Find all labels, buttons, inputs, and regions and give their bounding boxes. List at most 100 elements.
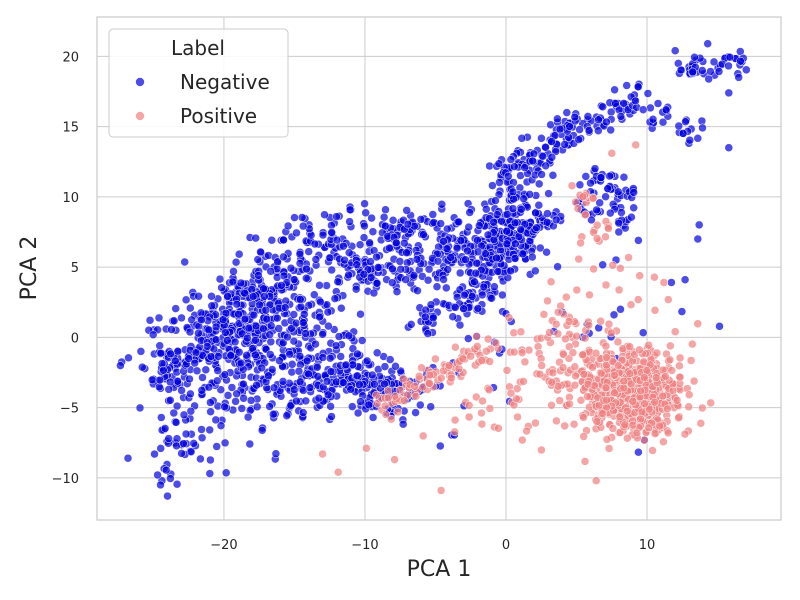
- point-positive: [450, 427, 459, 437]
- point-negative: [311, 255, 321, 264]
- point-negative: [314, 393, 324, 403]
- point-positive: [675, 372, 685, 382]
- point-positive: [674, 413, 683, 423]
- point-negative: [323, 307, 333, 317]
- point-negative: [330, 294, 340, 303]
- point-positive: [601, 280, 611, 290]
- point-negative: [629, 188, 638, 197]
- point-negative: [541, 161, 550, 171]
- point-negative: [294, 366, 304, 376]
- point-negative: [575, 180, 585, 190]
- point-positive: [625, 342, 634, 351]
- point-positive: [477, 356, 487, 365]
- point-negative: [409, 271, 419, 280]
- point-negative: [454, 217, 463, 227]
- point-negative: [426, 402, 435, 411]
- point-negative: [196, 454, 205, 464]
- point-negative: [194, 328, 203, 338]
- point-negative: [610, 85, 619, 95]
- point-negative: [259, 284, 268, 293]
- point-negative: [452, 243, 462, 253]
- point-positive: [513, 412, 522, 422]
- point-negative: [169, 408, 179, 418]
- point-negative: [602, 117, 611, 127]
- point-positive: [572, 331, 581, 341]
- point-negative: [206, 352, 216, 361]
- point-positive: [684, 402, 693, 412]
- point-negative: [359, 233, 369, 242]
- point-negative: [236, 358, 246, 368]
- point-negative: [252, 380, 261, 390]
- point-negative: [385, 243, 394, 253]
- point-negative: [339, 241, 348, 251]
- point-positive: [504, 313, 514, 322]
- point-positive: [602, 395, 611, 405]
- point-positive: [610, 371, 619, 380]
- point-positive: [604, 224, 613, 233]
- point-negative: [353, 349, 362, 359]
- point-negative: [204, 382, 214, 392]
- point-negative: [605, 171, 614, 181]
- point-negative: [464, 334, 473, 343]
- point-negative: [344, 248, 354, 257]
- point-negative: [634, 236, 643, 245]
- point-negative: [574, 135, 583, 144]
- point-negative: [186, 406, 196, 416]
- point-negative: [360, 221, 369, 231]
- point-negative: [406, 320, 416, 329]
- point-negative: [493, 210, 502, 219]
- point-negative: [315, 312, 324, 322]
- point-negative: [380, 362, 390, 371]
- point-positive: [545, 328, 554, 337]
- point-positive: [596, 316, 605, 326]
- point-negative: [323, 390, 333, 400]
- point-negative: [311, 339, 320, 349]
- point-positive: [655, 421, 664, 431]
- point-positive: [613, 361, 623, 370]
- point-positive: [659, 278, 669, 287]
- x-tick-labels: −20 −10 0 10: [210, 538, 655, 553]
- point-negative: [638, 328, 648, 337]
- point-positive: [472, 332, 481, 341]
- point-negative: [216, 421, 226, 430]
- point-positive: [386, 414, 396, 424]
- point-negative: [428, 313, 438, 323]
- point-negative: [341, 360, 351, 370]
- point-positive: [583, 379, 593, 389]
- point-negative: [400, 238, 409, 248]
- point-negative: [325, 353, 335, 363]
- point-negative: [537, 134, 546, 143]
- point-positive: [663, 404, 672, 414]
- point-negative: [145, 316, 155, 325]
- point-negative: [282, 411, 292, 420]
- point-positive: [399, 374, 408, 383]
- point-negative: [693, 234, 703, 244]
- point-positive: [644, 423, 653, 433]
- point-negative: [487, 294, 496, 303]
- point-negative: [525, 190, 534, 199]
- point-positive: [664, 295, 673, 304]
- point-negative: [653, 99, 663, 108]
- point-positive: [604, 319, 614, 329]
- point-negative: [694, 220, 704, 230]
- point-negative: [273, 313, 282, 323]
- point-negative: [634, 447, 643, 457]
- point-negative: [196, 308, 206, 318]
- point-negative: [478, 290, 487, 300]
- legend-box: [108, 28, 289, 138]
- point-negative: [186, 303, 195, 313]
- point-negative: [275, 356, 284, 365]
- point-positive: [512, 384, 522, 393]
- point-negative: [516, 225, 525, 234]
- point-negative: [229, 267, 238, 276]
- point-negative: [157, 413, 166, 422]
- point-positive: [689, 376, 699, 386]
- point-negative: [256, 247, 265, 257]
- point-negative: [148, 330, 158, 339]
- point-negative: [502, 239, 512, 249]
- point-positive: [665, 355, 675, 365]
- point-negative: [629, 203, 638, 213]
- x-tick-label: −20: [210, 538, 237, 553]
- y-tick-label: 15: [62, 121, 79, 136]
- point-negative: [606, 208, 615, 218]
